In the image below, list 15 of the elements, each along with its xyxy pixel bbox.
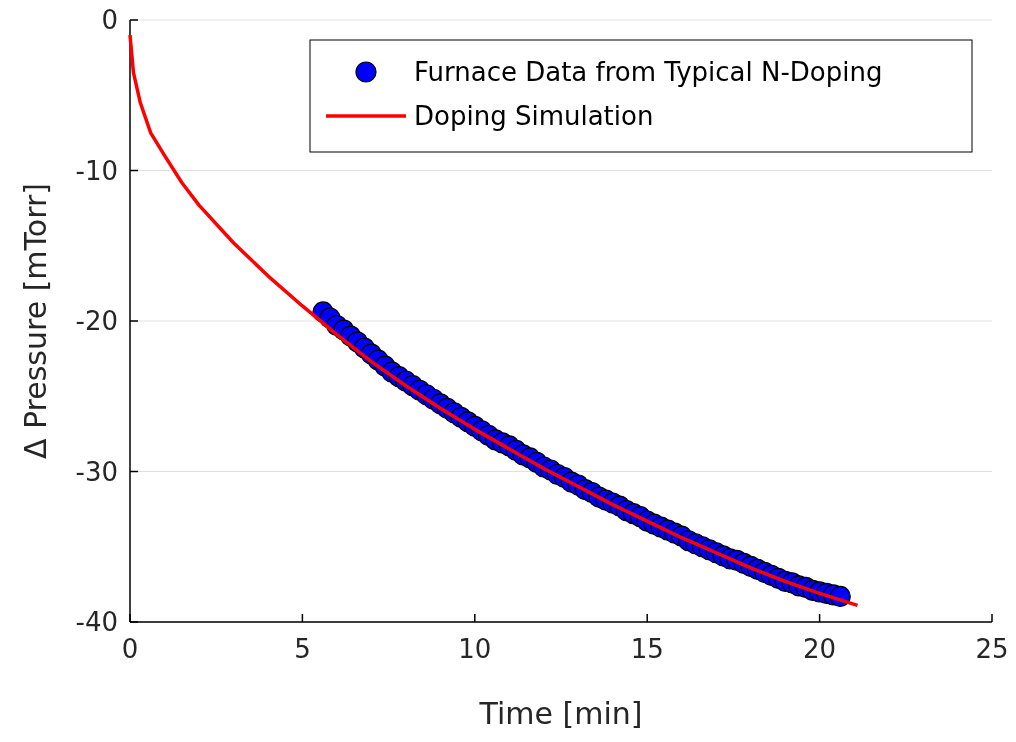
y-tick-label: -40 [75, 607, 118, 637]
y-tick-label: 0 [101, 5, 118, 35]
y-axis-title: Δ Pressure [mTorr] [18, 182, 53, 460]
legend-label: Furnace Data from Typical N-Doping [414, 57, 883, 87]
legend-label: Doping Simulation [414, 101, 654, 131]
x-tick-label: 20 [803, 634, 837, 664]
x-tick-label: 0 [121, 634, 139, 664]
x-tick-label: 10 [458, 634, 492, 664]
x-tick-label: 15 [630, 634, 664, 664]
y-tick-label: -20 [75, 306, 118, 336]
y-tick-label: -30 [75, 456, 118, 487]
y-tick-label: -10 [75, 155, 118, 186]
x-tick-label: 25 [975, 634, 1009, 664]
x-tick-label: 5 [294, 634, 311, 664]
x-axis-title: Time [min] [478, 696, 643, 731]
